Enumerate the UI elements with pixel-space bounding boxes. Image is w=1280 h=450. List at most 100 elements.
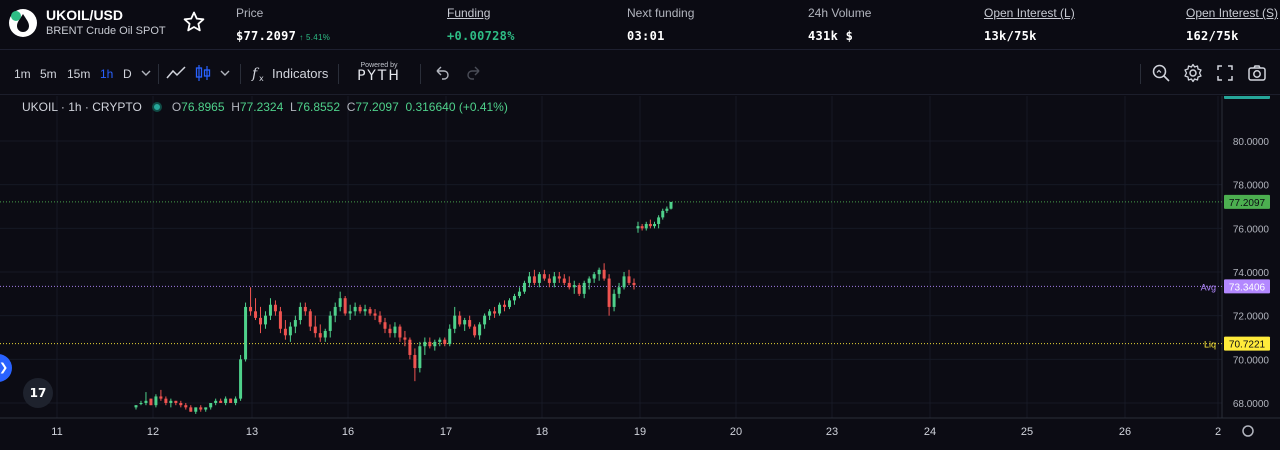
candle-body — [587, 278, 591, 283]
candle-body — [607, 278, 611, 307]
candle-body — [179, 403, 183, 406]
indicators-button[interactable]: Indicators — [272, 66, 329, 81]
price-axis[interactable] — [1222, 96, 1280, 450]
camera-icon[interactable] — [1247, 63, 1267, 83]
gear-icon[interactable] — [1183, 63, 1203, 83]
candle-body — [144, 400, 148, 403]
price-tick-label: 80.0000 — [1233, 137, 1270, 148]
powered-by-label: Powered by — [360, 62, 398, 69]
legend-title: UKOIL · 1h · CRYPTO — [22, 100, 142, 114]
candle-body — [263, 315, 267, 325]
price-chart[interactable]: 80.0000 78.0000 76.0000 74.0000 72.0000 70.00… — [0, 84, 1280, 450]
candle-body — [259, 317, 262, 325]
candle-body — [653, 223, 656, 227]
candle-body — [522, 282, 526, 292]
pyth-label: PYTH — [357, 68, 401, 84]
candle-body — [239, 359, 243, 399]
candle-body — [343, 298, 347, 314]
toolbar-divider — [338, 64, 339, 84]
line-chart-icon[interactable] — [165, 63, 187, 83]
candlestick-chart-svg[interactable]: 80.0000 78.0000 76.0000 74.0000 72.0000 70.00… — [0, 84, 1280, 450]
candle-body — [333, 306, 337, 316]
zoom-search-icon[interactable] — [1151, 63, 1171, 83]
candle-body — [234, 398, 238, 403]
legend-l-label: L — [289, 100, 297, 114]
candle-body — [592, 274, 596, 279]
time-tick-label: 17 — [440, 426, 452, 438]
favorite-star-icon[interactable] — [182, 10, 206, 34]
candle-body — [512, 296, 516, 301]
axis-settings-gear-icon[interactable] — [1242, 425, 1254, 437]
candle-body — [527, 276, 531, 283]
candle-body — [418, 346, 422, 369]
candle-body — [268, 304, 272, 316]
candle-body — [169, 400, 173, 403]
stat-oi-long-label[interactable]: Open Interest (L) — [984, 6, 1075, 20]
candle-body — [657, 217, 661, 224]
market-header: UKOIL/USD BRENT Crude Oil SPOT Price $77… — [0, 0, 1280, 50]
price-label-box — [1224, 336, 1270, 351]
stat-oi-long: Open Interest (L) 13k/75k — [984, 6, 1075, 43]
price-label-box — [1224, 279, 1270, 294]
candlestick-icon[interactable] — [193, 63, 213, 83]
candle-body — [298, 306, 302, 321]
candle-body — [644, 223, 648, 229]
time-tick-label: 16 — [342, 426, 354, 438]
fullscreen-icon[interactable] — [1215, 63, 1235, 83]
toolbar-divider — [158, 64, 159, 84]
candle-body — [438, 339, 442, 342]
timeframe-1h[interactable]: 1h — [100, 67, 114, 81]
undo-icon[interactable] — [432, 63, 452, 83]
function-fx-icon[interactable]: f x — [249, 63, 269, 83]
timeframe-5m[interactable]: 5m — [40, 67, 57, 81]
price-label-box — [1224, 194, 1270, 209]
powered-by-pyth[interactable]: Powered by PYTH — [355, 62, 403, 84]
stat-funding-value: +0.00728% — [447, 29, 515, 43]
time-tick-label: 24 — [924, 426, 936, 438]
time-tick-label: 12 — [147, 426, 159, 438]
stat-next-funding-value: 03:01 — [627, 29, 665, 43]
candle-body — [661, 210, 665, 218]
chart-legend: UKOIL · 1h · CRYPTO O76.8965 H77.2324 L76… — [22, 100, 508, 114]
chevron-left-icon: ❯ — [0, 362, 8, 374]
candle-body — [383, 322, 387, 329]
timeframe-1m[interactable]: 1m — [14, 67, 31, 81]
price-label-tag: Avg — [1201, 282, 1216, 292]
chevron-down-icon[interactable] — [139, 63, 153, 83]
stat-oi-short-label[interactable]: Open Interest (S) — [1186, 6, 1279, 20]
candle-body — [622, 276, 626, 288]
stat-funding-label[interactable]: Funding — [447, 6, 491, 20]
redo-icon[interactable] — [464, 63, 484, 83]
side-panel-toggle[interactable]: ❯ — [0, 354, 12, 382]
stat-oi-short-value: 162/75k — [1186, 29, 1239, 43]
stat-oi-short: Open Interest (S) 162/75k — [1186, 6, 1278, 43]
stat-volume-value: 431k $ — [808, 29, 854, 43]
time-tick-label: 20 — [730, 426, 742, 438]
stat-next-funding-label: Next funding — [627, 6, 695, 20]
candle-body — [338, 298, 342, 307]
candle-body — [602, 269, 606, 279]
timeframe-D[interactable]: D — [123, 67, 132, 81]
candle-body — [373, 313, 377, 316]
chart-toolbar: 1m 5m 15m 1h D f x Indicators Powered by… — [0, 51, 1280, 95]
chevron-down-icon[interactable] — [218, 63, 232, 83]
candle-body — [219, 400, 223, 403]
candle-body — [199, 407, 203, 410]
candle-body — [283, 328, 287, 336]
price-label-tag: Liq — [1204, 340, 1216, 350]
symbol-block[interactable]: UKOIL/USD BRENT Crude Oil SPOT — [46, 7, 166, 37]
candle-body — [443, 339, 447, 345]
candle-body — [159, 396, 163, 399]
market-status-dot-icon — [151, 102, 162, 112]
time-tick-label: 18 — [536, 426, 548, 438]
candle-body — [249, 306, 253, 312]
price-change: ↑ 5.41% — [299, 33, 331, 42]
timeframe-15m[interactable]: 15m — [67, 67, 91, 81]
candle-body — [636, 226, 640, 229]
candle-body — [288, 326, 292, 336]
candle-body — [552, 276, 556, 283]
candle-body — [328, 315, 332, 331]
candle-body — [483, 315, 487, 325]
tradingview-logo[interactable]: 17 — [23, 378, 53, 408]
time-tick-label: 2 — [1215, 426, 1221, 438]
